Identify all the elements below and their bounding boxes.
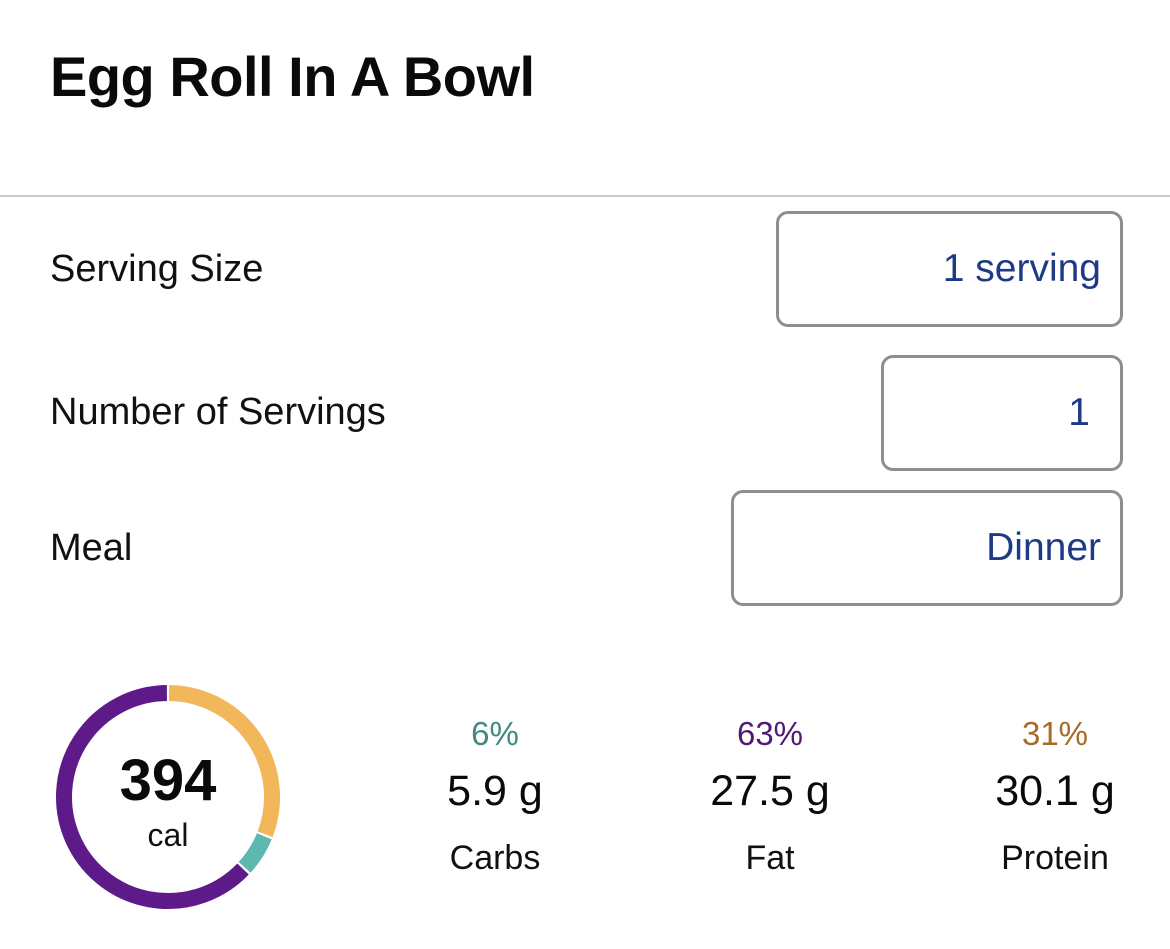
serving-size-label: Serving Size bbox=[50, 248, 264, 290]
calorie-value: 394 bbox=[119, 748, 217, 813]
carbs-grams: 5.9 g bbox=[447, 767, 543, 815]
meal-value: Dinner bbox=[986, 526, 1101, 569]
divider bbox=[0, 195, 1170, 197]
calorie-ring: 394 cal bbox=[54, 683, 282, 911]
calorie-unit: cal bbox=[147, 817, 189, 853]
number-of-servings-field[interactable]: 1 bbox=[881, 355, 1123, 471]
ring-segment-carbs bbox=[238, 833, 272, 873]
carbs-label: Carbs bbox=[449, 839, 541, 877]
serving-size-value: 1 serving bbox=[942, 247, 1101, 290]
carbs-percent: 6% bbox=[471, 715, 519, 752]
number-of-servings-value: 1 bbox=[1068, 391, 1090, 434]
serving-size-field[interactable]: 1 serving bbox=[776, 211, 1123, 327]
fat-percent: 63% bbox=[736, 715, 804, 752]
fat-label: Fat bbox=[745, 839, 795, 877]
meal-label: Meal bbox=[50, 527, 133, 569]
protein-percent: 31% bbox=[1021, 715, 1089, 752]
fat-grams: 27.5 g bbox=[710, 767, 830, 815]
protein-label: Protein bbox=[1001, 839, 1109, 877]
ring-segment-protein bbox=[168, 685, 280, 838]
number-of-servings-label: Number of Servings bbox=[50, 391, 386, 433]
calorie-ring-chart bbox=[56, 685, 280, 909]
ring-segment-fat bbox=[56, 685, 249, 909]
protein-grams: 30.1 g bbox=[995, 767, 1115, 815]
meal-field[interactable]: Dinner bbox=[731, 490, 1123, 606]
page-title: Egg Roll In A Bowl bbox=[50, 45, 535, 108]
